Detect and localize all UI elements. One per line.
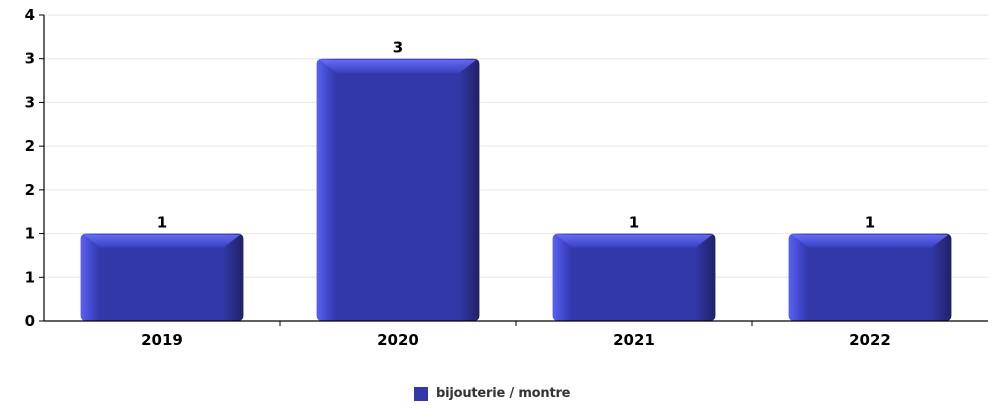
x-tick-label: 2021 bbox=[613, 331, 655, 349]
y-tick-label: 2 bbox=[25, 181, 35, 199]
bar-body bbox=[788, 233, 952, 321]
bar-body bbox=[552, 233, 716, 321]
y-tick-label: 3 bbox=[25, 50, 35, 68]
labels: 0 1 1 2 2 3 3 4 1 2019 3 2020 1 2021 1 2022 bbox=[25, 6, 891, 349]
legend-label: bijouterie / montre bbox=[436, 386, 571, 401]
bar-2022 bbox=[788, 233, 952, 321]
legend-swatch bbox=[414, 386, 428, 401]
x-tick-label: 2020 bbox=[377, 331, 419, 349]
bar-top-bevel bbox=[791, 234, 949, 248]
data-label: 1 bbox=[157, 214, 167, 232]
x-tick-label: 2022 bbox=[849, 331, 891, 349]
bar-body bbox=[80, 233, 244, 321]
bar-2020 bbox=[316, 58, 480, 321]
y-tick-label: 4 bbox=[25, 6, 35, 24]
bar-2021 bbox=[552, 233, 716, 321]
bar-body bbox=[316, 58, 480, 321]
bar-top-bevel bbox=[83, 234, 241, 248]
y-tick-label: 1 bbox=[25, 268, 35, 286]
data-label: 3 bbox=[393, 39, 403, 57]
bar-2019 bbox=[80, 233, 244, 321]
bar-chart: 0 1 1 2 2 3 3 4 1 2019 3 2020 1 2021 1 2022 bbox=[25, 6, 988, 349]
bars bbox=[80, 58, 952, 321]
bar-top-bevel bbox=[319, 59, 477, 73]
legend: bijouterie / montre bbox=[414, 386, 570, 401]
data-label: 1 bbox=[629, 214, 639, 232]
data-label: 1 bbox=[865, 214, 875, 232]
x-tick-label: 2019 bbox=[141, 331, 183, 349]
y-tick-label: 3 bbox=[25, 93, 35, 111]
y-tick-label: 0 bbox=[25, 312, 35, 330]
axes bbox=[39, 14, 988, 326]
y-tick-label: 2 bbox=[25, 137, 35, 155]
y-tick-label: 1 bbox=[25, 225, 35, 243]
bar-top-bevel bbox=[555, 234, 713, 248]
